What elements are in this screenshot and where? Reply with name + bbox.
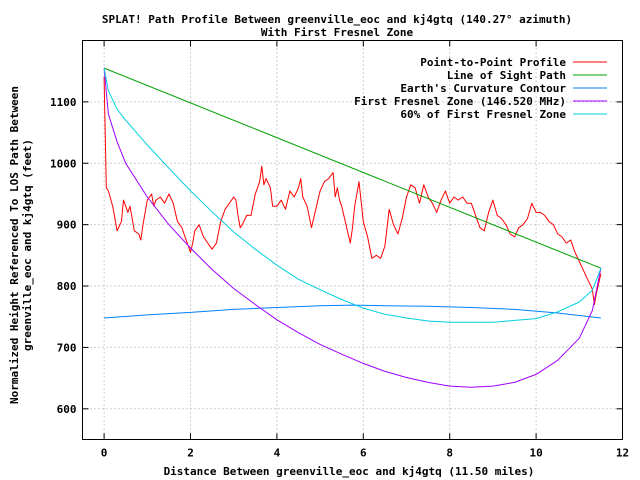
y-axis-label: Normalized Height Referenced To LOS Path… (8, 86, 34, 404)
series-line (103, 77, 602, 305)
legend-label: Earth's Curvature Contour (400, 82, 566, 95)
x-tick-label: 2 (187, 447, 194, 460)
series-line (103, 67, 602, 269)
x-tick-label: 0 (101, 447, 108, 460)
chart-title: SPLAT! Path Profile Between greenville_e… (102, 13, 572, 26)
series-line (103, 68, 602, 323)
x-tick-label: 6 (360, 447, 367, 460)
x-tick-label: 4 (274, 447, 281, 460)
series-line (103, 68, 602, 388)
series-line (104, 304, 601, 319)
plot-frame (82, 40, 623, 440)
y-tick-label: 600 (57, 403, 77, 416)
x-tick-label: 8 (446, 447, 453, 460)
y-tick-label: 700 (57, 341, 77, 354)
y-tick-label: 800 (57, 280, 77, 293)
y-tick-label: 900 (57, 219, 77, 232)
legend-label: 60% of First Fresnel Zone (400, 108, 566, 121)
y-axis-label-line: Normalized Height Referenced To LOS Path… (8, 86, 21, 404)
y-tick-label: 1000 (50, 157, 77, 170)
y-tick-label: 1100 (50, 96, 77, 109)
x-tick-label: 12 (616, 447, 629, 460)
legend-label: Line of Sight Path (447, 69, 566, 82)
x-axis-label: Distance Between greenville_eoc and kj4g… (164, 465, 535, 478)
legend-label: Point-to-Point Profile (420, 56, 566, 69)
legend-label: First Fresnel Zone (146.520 MHz) (354, 95, 566, 108)
x-tick-label: 10 (529, 447, 542, 460)
y-axis-label-line: greenville_eoc and kj4gtq (feet) (21, 139, 34, 351)
plot-series (103, 67, 602, 388)
axis-ticks: 0 2 4 6 8 10 12 600 700 800 900 1000 1100 (50, 40, 629, 460)
chart-subtitle: With First Fresnel Zone (261, 26, 414, 39)
